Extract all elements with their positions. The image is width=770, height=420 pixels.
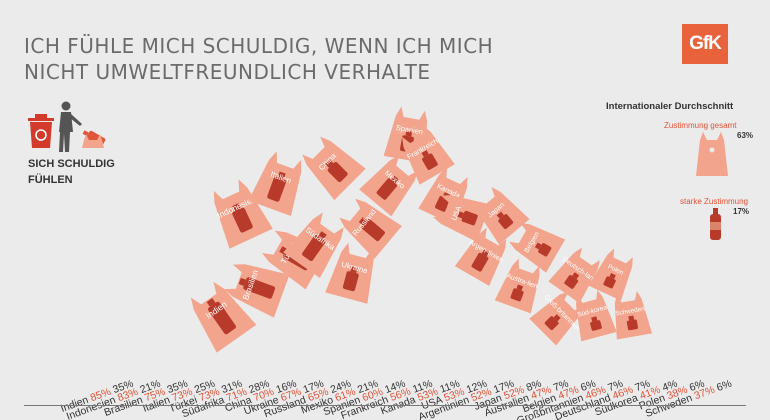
bag-mexiko: Mexiko [359, 155, 418, 217]
recycling-bin-icon [28, 114, 54, 148]
bottle-mark [626, 319, 639, 331]
bottle-neck [405, 130, 413, 137]
bag-japan: Japan [474, 187, 530, 245]
strong-value: 4% [661, 378, 679, 394]
bottle-mark [327, 162, 348, 183]
bottle-mark [208, 301, 236, 335]
bottle-neck [277, 171, 286, 179]
legend-strong-value: 17% [733, 207, 750, 216]
bottle-mark [422, 153, 438, 170]
legend-heading: Internationaler Durchschnitt [606, 101, 734, 112]
bottle-mark [538, 243, 552, 257]
bottle-mark [243, 277, 276, 299]
bottle-mark [498, 214, 514, 229]
bottle-mark [510, 288, 524, 302]
guilt-label-line-2: FÜHLEN [28, 174, 73, 186]
bottle-neck [232, 203, 241, 212]
legend-bag-icon [696, 132, 728, 176]
bag-südkorea: Süd-korea [575, 289, 617, 342]
guilt-label: SICH SCHULDIG FÜHLEN [28, 156, 115, 188]
bottle-mark [461, 210, 478, 226]
bottle-neck [325, 159, 334, 168]
bottle-neck [350, 266, 358, 274]
strong-value: 8% [525, 378, 543, 394]
strong-value: 7% [633, 378, 651, 394]
bottle-neck [591, 316, 598, 322]
bag-brasilien: Brasilien [224, 264, 290, 318]
bag-südafrika: Südafrika [283, 212, 344, 278]
bottle-mark [376, 178, 398, 200]
bottle-neck [609, 273, 616, 280]
strong-value: 6% [579, 378, 597, 394]
bag-indien: Indien [190, 281, 257, 353]
guilt-label-line-1: SICH SCHULDIG [28, 158, 115, 170]
country-labels: Indien 85% 35%Indonesien 83% 21%Brasilie… [59, 378, 733, 420]
bag-shape [575, 289, 617, 342]
bottle-neck [553, 314, 561, 322]
legend-total-value: 63% [737, 131, 754, 140]
bag-shape [614, 291, 653, 340]
bottom-divider [24, 405, 746, 406]
bottle-mark [342, 271, 359, 292]
bottle-neck [534, 242, 542, 250]
bottle-neck [421, 150, 429, 158]
bottle-neck [206, 298, 216, 307]
title-line-2: NICHT UMWELTFREUNDLICH VERHALTE [24, 60, 431, 84]
bottle-neck [481, 249, 489, 257]
bottle-mark [603, 276, 616, 289]
bag-shape [494, 258, 540, 314]
bottle-mark [590, 320, 602, 331]
bag-icon [82, 134, 104, 148]
bag-italien: Italien [248, 151, 302, 216]
strong-value: 6% [715, 378, 733, 394]
bag-polen: Polen [588, 248, 633, 301]
bottle-mark [544, 316, 559, 331]
bag-china: China [302, 136, 366, 201]
legend-total-label: Zustimmung gesamt [664, 121, 737, 130]
legend-bottle-icon [710, 208, 721, 240]
bottle-mark [302, 234, 326, 262]
strong-value: 7% [606, 378, 624, 394]
strong-value: 6% [688, 378, 706, 394]
bottle-neck [318, 231, 327, 240]
bottle-mark [471, 252, 489, 272]
bag-belgien: Belgien [509, 222, 566, 273]
bag-australien: Austra-lien [494, 258, 540, 314]
gfk-logo: GfK [682, 24, 728, 64]
bottle-neck [572, 272, 580, 280]
bottle-neck [279, 246, 288, 255]
bottle-neck [358, 217, 367, 226]
bottle-neck [390, 175, 399, 184]
bag-schweden: Schweden [614, 291, 653, 340]
bottle-neck [457, 211, 465, 219]
bottle-mark [564, 275, 579, 289]
bottle-mark [267, 176, 287, 202]
bags-cluster: IndienIndonesienBrasilienItalienTürkeiSü… [190, 106, 653, 353]
bottle-neck [496, 211, 505, 219]
bottle-neck [238, 277, 247, 286]
bag-ukraine: Ukraine [325, 242, 374, 304]
person-icon [59, 101, 82, 152]
bottle-mark [232, 207, 253, 233]
strong-value: 7% [552, 378, 570, 394]
bottle-mark [361, 219, 385, 242]
bottle-neck [516, 284, 524, 291]
legend-strong-label: starke Zustimmung [680, 197, 749, 206]
bottle-neck [628, 315, 635, 321]
title-line-1: ICH FÜHLE MICH SCHULDIG, WENN ICH MICH [24, 34, 494, 58]
